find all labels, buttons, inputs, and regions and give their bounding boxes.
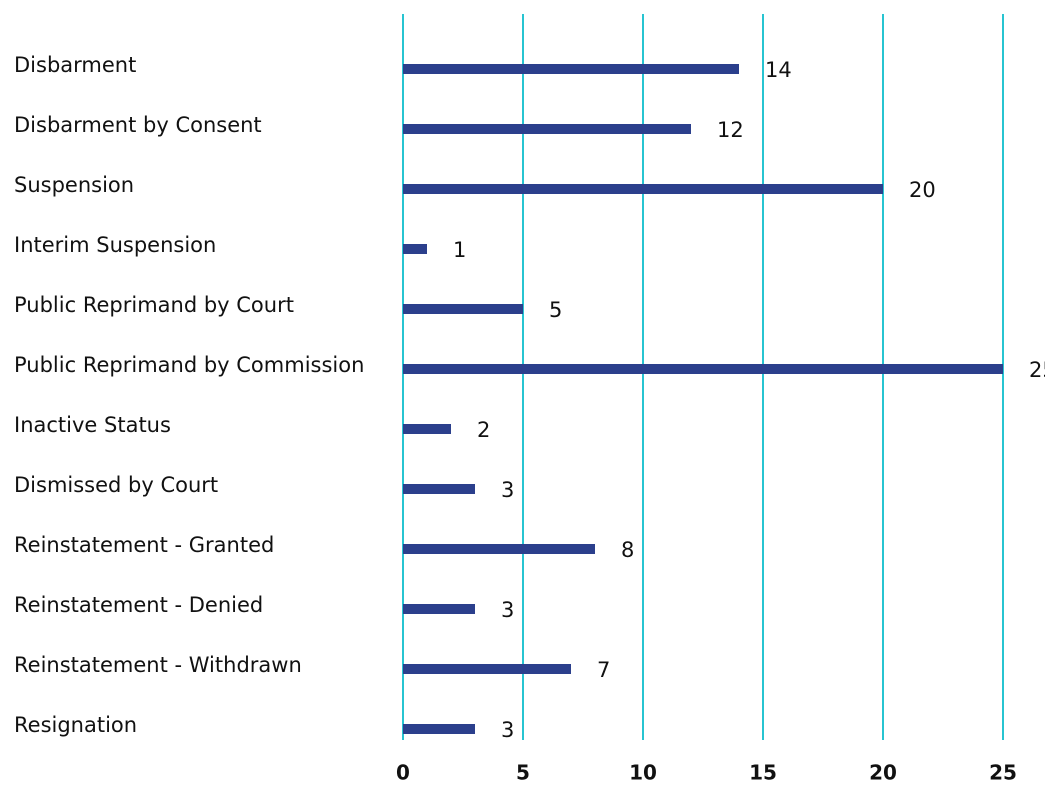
y-tick-label: Public Reprimand by Commission xyxy=(14,353,364,377)
bar xyxy=(403,184,883,194)
y-tick-label: Inactive Status xyxy=(14,413,171,437)
y-tick-label: Interim Suspension xyxy=(14,233,216,257)
value-label: 3 xyxy=(501,598,514,622)
bar xyxy=(403,244,427,254)
x-tick-label: 0 xyxy=(396,761,410,785)
value-label: 25 xyxy=(1029,358,1045,382)
y-tick-label: Resignation xyxy=(14,713,137,737)
y-tick-label: Dismissed by Court xyxy=(14,473,218,497)
x-tick-label: 15 xyxy=(749,761,777,785)
value-label: 14 xyxy=(765,58,792,82)
y-tick-label: Reinstatement - Withdrawn xyxy=(14,653,302,677)
bar xyxy=(403,364,1003,374)
y-tick-label: Public Reprimand by Court xyxy=(14,293,294,317)
value-label: 5 xyxy=(549,298,562,322)
x-tick-label: 25 xyxy=(989,761,1017,785)
bar xyxy=(403,724,475,734)
bar xyxy=(403,424,451,434)
value-label: 7 xyxy=(597,658,610,682)
x-tick-label: 5 xyxy=(516,761,530,785)
value-label: 20 xyxy=(909,178,936,202)
y-tick-label: Reinstatement - Denied xyxy=(14,593,263,617)
value-label: 8 xyxy=(621,538,634,562)
bar xyxy=(403,544,595,554)
value-label: 12 xyxy=(717,118,744,142)
value-label: 1 xyxy=(453,238,466,262)
bar xyxy=(403,124,691,134)
y-tick-label: Disbarment by Consent xyxy=(14,113,262,137)
y-tick-label: Disbarment xyxy=(14,53,136,77)
bar xyxy=(403,604,475,614)
bar xyxy=(403,664,571,674)
value-label: 2 xyxy=(477,418,490,442)
y-tick-label: Reinstatement - Granted xyxy=(14,533,274,557)
bar xyxy=(403,304,523,314)
bar xyxy=(403,64,739,74)
bar xyxy=(403,484,475,494)
x-tick-label: 10 xyxy=(629,761,657,785)
value-label: 3 xyxy=(501,478,514,502)
x-tick-label: 20 xyxy=(869,761,897,785)
y-tick-label: Suspension xyxy=(14,173,134,197)
value-label: 3 xyxy=(501,718,514,742)
